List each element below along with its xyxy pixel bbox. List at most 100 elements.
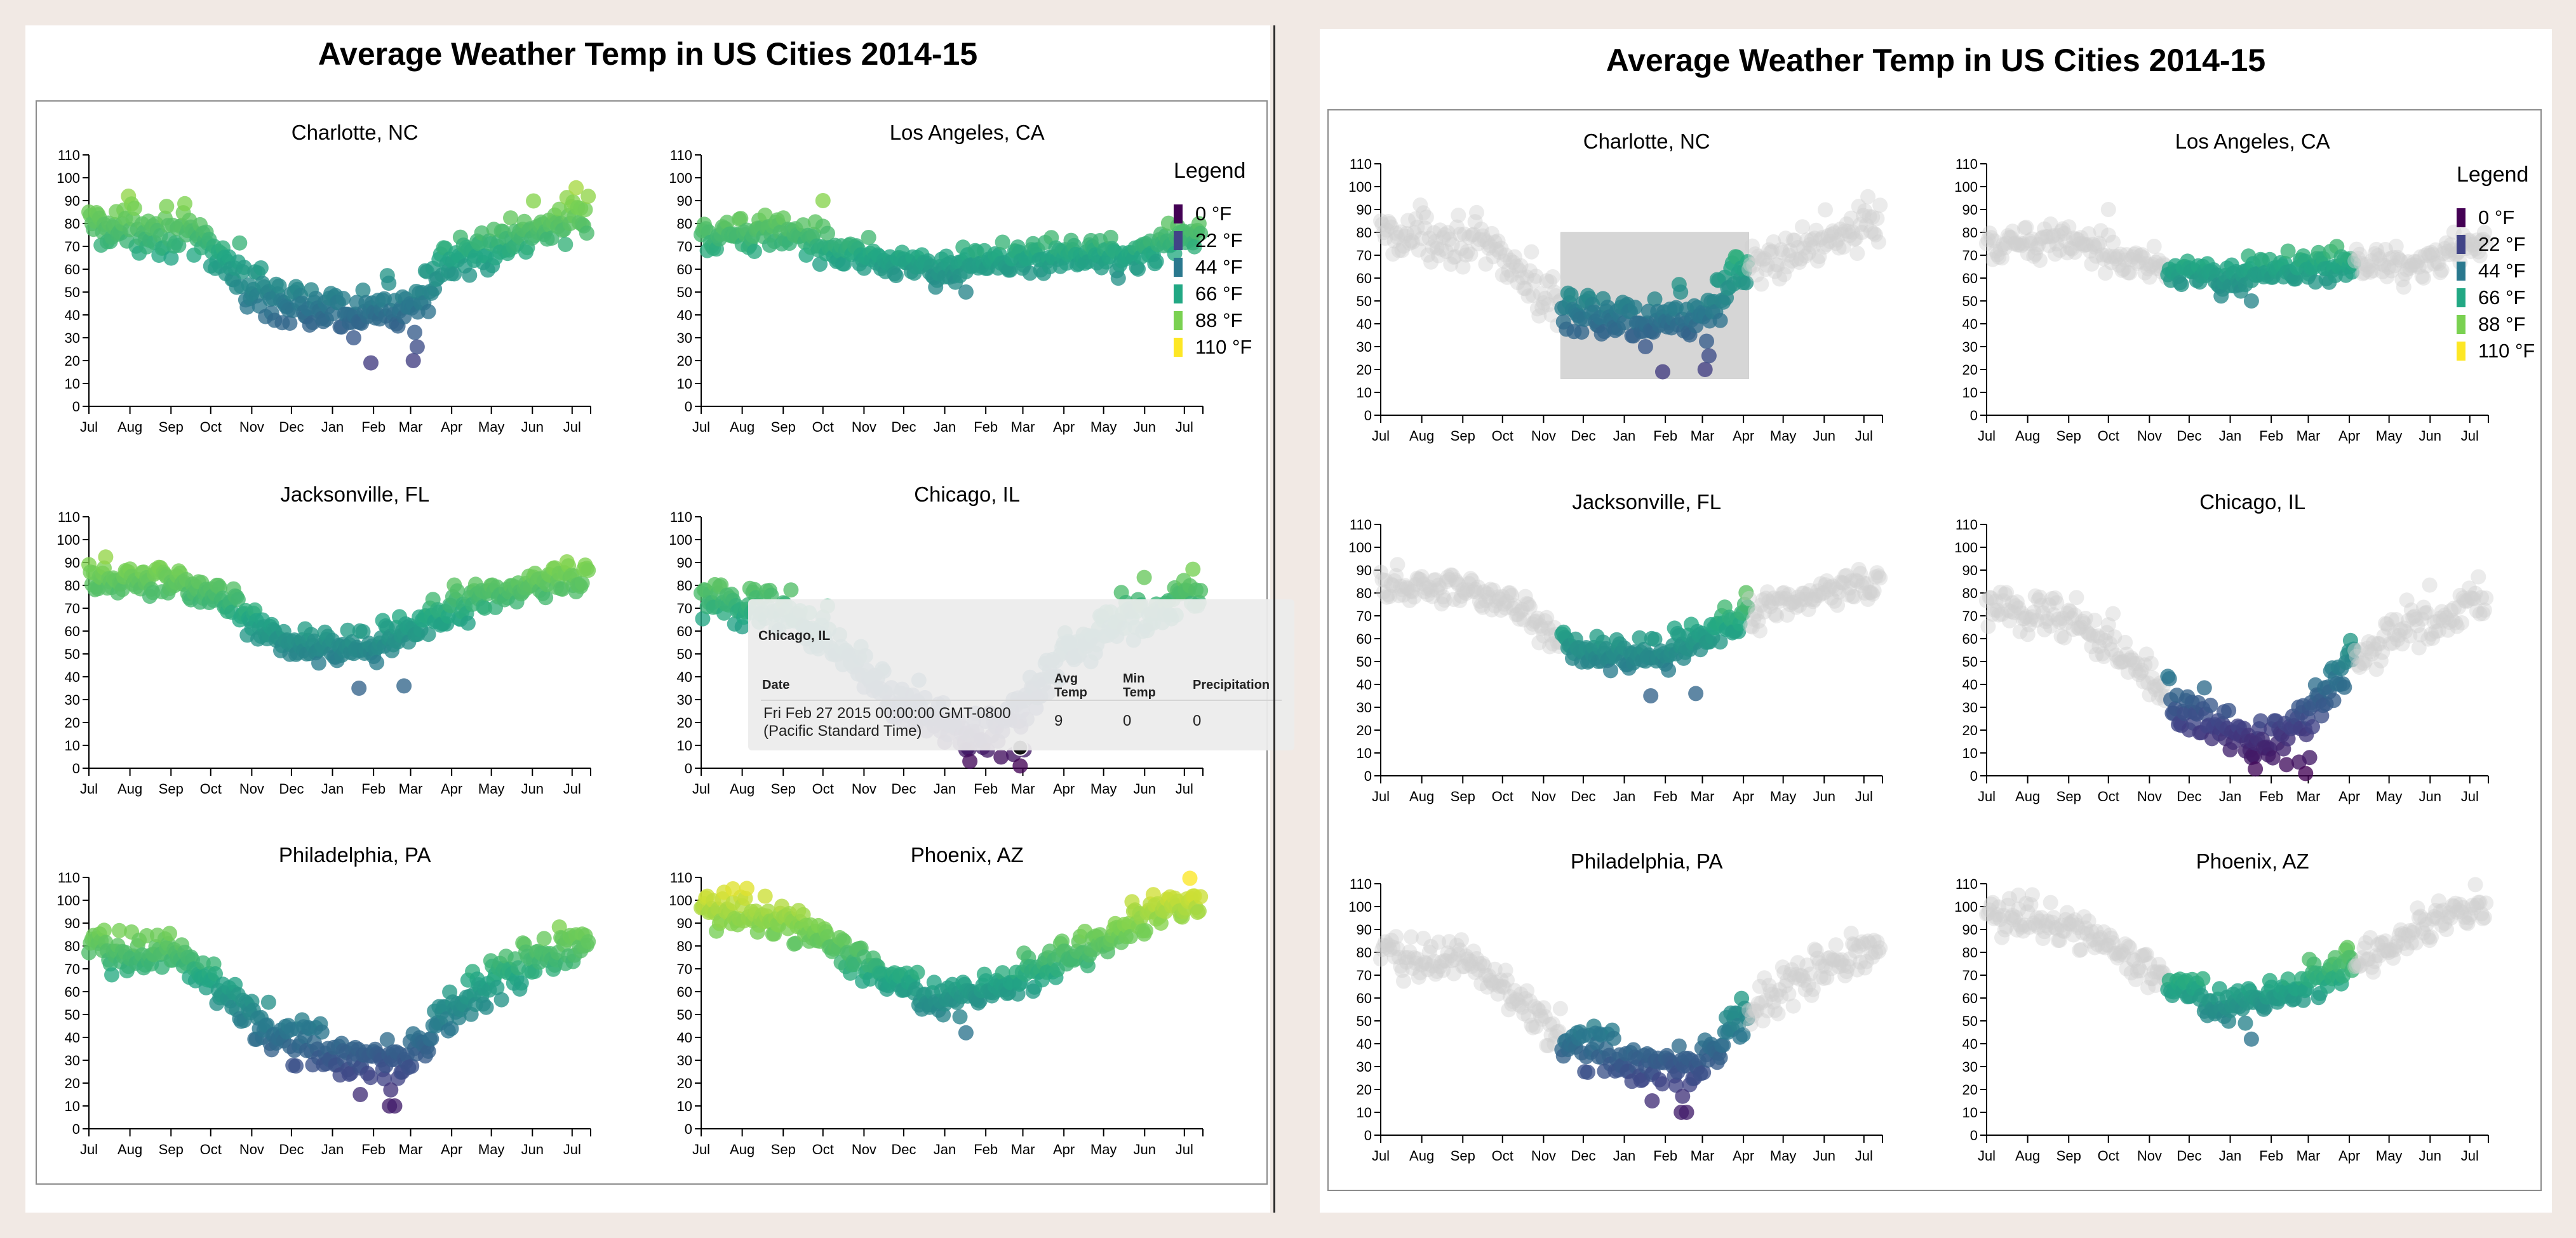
data-point — [2243, 750, 2259, 766]
data-point — [1428, 966, 1444, 982]
data-point — [2452, 587, 2468, 603]
data-point — [739, 881, 755, 896]
data-point — [2125, 652, 2141, 668]
legend-swatch-3 — [2457, 288, 2465, 307]
data-point — [2016, 220, 2032, 236]
data-point — [363, 355, 379, 371]
data-point — [1520, 1008, 1536, 1024]
data-point — [2402, 923, 2418, 938]
x-tick-label: Nov — [2137, 1148, 2162, 1164]
data-point — [2035, 605, 2051, 621]
data-point — [1381, 587, 1396, 602]
data-point — [2138, 256, 2154, 272]
data-point — [2399, 592, 2415, 608]
data-point — [2047, 920, 2063, 935]
data-point — [1514, 999, 1530, 1015]
data-point — [2069, 590, 2084, 606]
data-point — [2008, 235, 2023, 251]
data-point — [2350, 657, 2366, 673]
data-point — [1533, 286, 1548, 302]
data-point — [460, 615, 476, 631]
data-point — [1397, 578, 1413, 594]
data-point — [1425, 589, 1440, 604]
data-point — [2365, 263, 2381, 279]
data-point — [1378, 934, 1393, 950]
data-point — [396, 678, 412, 694]
data-point — [1772, 594, 1787, 609]
data-point — [1839, 568, 1855, 583]
y-tick-label: 30 — [1357, 339, 1372, 355]
data-point — [489, 980, 505, 995]
data-point — [2431, 256, 2446, 271]
data-point — [2081, 626, 2096, 642]
y-tick-label: 60 — [677, 262, 692, 277]
x-tick-label: Jul — [563, 419, 581, 435]
y-tick-label: 0 — [1970, 408, 1978, 423]
data-point — [544, 230, 560, 246]
data-point — [2044, 229, 2060, 245]
data-point — [1822, 950, 1838, 966]
y-tick-label: 20 — [677, 353, 692, 369]
data-point — [2065, 927, 2081, 943]
y-tick-label: 70 — [65, 239, 80, 255]
data-point — [2352, 959, 2368, 975]
y-tick-label: 90 — [677, 555, 692, 571]
data-point — [2105, 234, 2121, 250]
data-point — [2043, 216, 2058, 232]
data-point — [2403, 258, 2419, 274]
data-point — [2044, 590, 2060, 606]
data-point — [1475, 955, 1491, 971]
data-point — [1510, 606, 1526, 622]
data-point — [282, 316, 298, 331]
left-scatter-grid[interactable]: Charlotte, NC0102030405060708090100110Ju… — [25, 25, 1270, 1213]
data-point — [2410, 254, 2425, 270]
data-point — [2367, 954, 2383, 969]
data-point — [1868, 945, 1884, 961]
data-point — [2373, 935, 2389, 950]
right-scatter-grid[interactable]: Charlotte, NC0102030405060708090100110Ju… — [1320, 29, 2552, 1213]
data-point — [2087, 940, 2103, 955]
data-point — [1788, 966, 1804, 982]
data-point — [2112, 246, 2128, 262]
data-points — [81, 549, 596, 696]
data-point — [1193, 225, 1209, 241]
data-point — [1988, 243, 2004, 259]
data-point — [1455, 259, 1471, 275]
data-point — [1743, 256, 1759, 272]
x-tick-label: May — [478, 419, 505, 435]
data-point — [1785, 595, 1801, 611]
data-point — [1712, 312, 1728, 328]
data-point — [2083, 243, 2098, 259]
data-point — [1752, 251, 1768, 267]
data-point — [2117, 936, 2133, 952]
data-point — [1417, 220, 1433, 236]
data-point — [2203, 697, 2218, 713]
data-point — [2130, 255, 2145, 271]
data-point — [1403, 929, 1419, 945]
data-point — [1848, 572, 1863, 588]
data-point — [2030, 237, 2046, 253]
y-tick-label: 10 — [65, 1098, 80, 1114]
data-point — [1823, 590, 1839, 606]
data-point — [2405, 924, 2421, 940]
data-point — [2347, 959, 2363, 975]
data-point — [2014, 237, 2030, 253]
data-point — [1519, 269, 1535, 285]
data-point — [1466, 227, 1482, 243]
data-point — [2130, 963, 2145, 979]
data-point — [1435, 962, 1451, 978]
data-point — [2399, 941, 2415, 957]
data-point — [2073, 942, 2089, 957]
data-point — [2020, 627, 2036, 642]
data-point — [1440, 569, 1456, 585]
data-point — [2459, 594, 2474, 609]
tooltip-header-avg: Avg Temp — [1054, 672, 1087, 700]
data-point — [2070, 920, 2086, 936]
data-point — [2108, 647, 2124, 663]
data-point — [1872, 570, 1888, 586]
data-point — [1999, 919, 2015, 935]
data-point — [1661, 662, 1677, 678]
legend-label-4: 88 °F — [2478, 313, 2525, 335]
data-point — [2474, 590, 2490, 606]
data-point — [2161, 671, 2177, 687]
